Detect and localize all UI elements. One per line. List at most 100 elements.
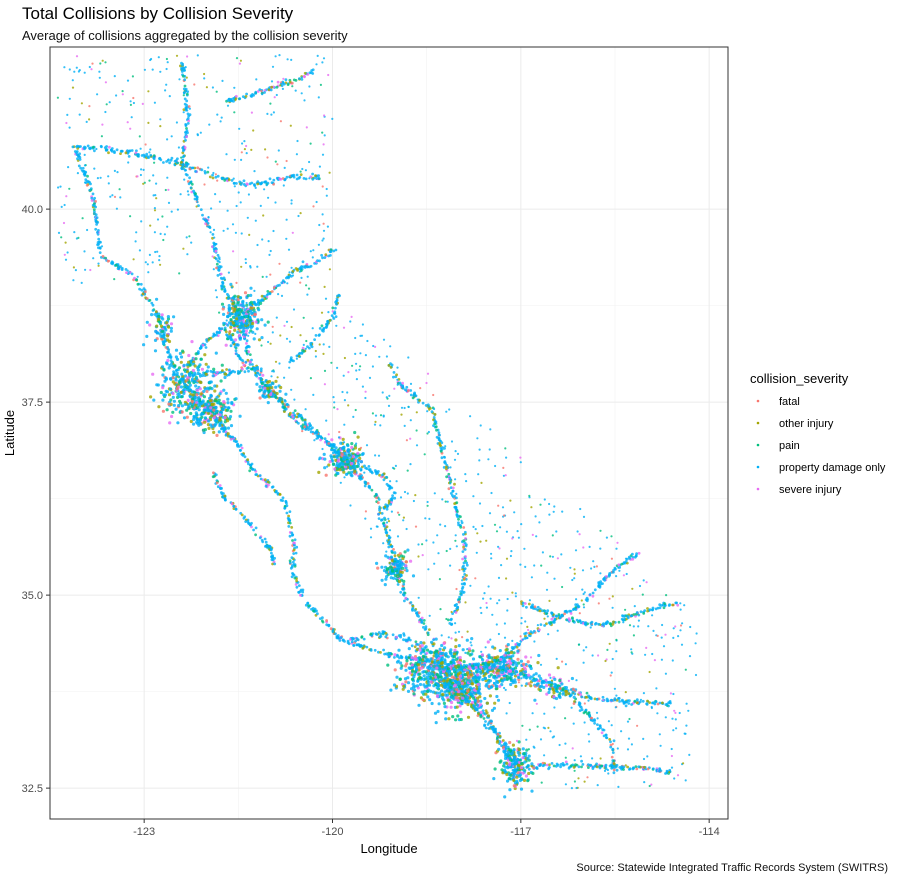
collision-point — [419, 641, 423, 645]
collision-point — [424, 692, 428, 696]
collision-point — [303, 425, 307, 429]
collision-point — [424, 670, 428, 674]
collision-point — [301, 423, 305, 427]
collision-point — [182, 108, 186, 111]
collision-point — [463, 530, 467, 534]
collision-point — [138, 287, 142, 291]
collision-point — [637, 613, 641, 617]
collision-point — [417, 666, 421, 670]
collision-point — [198, 421, 202, 425]
collision-point — [91, 192, 95, 196]
collision-point — [89, 182, 92, 186]
collision-point — [478, 703, 482, 707]
collision-point — [574, 763, 577, 766]
collision-point — [535, 767, 539, 770]
collision-point — [598, 766, 602, 770]
collision-point — [539, 623, 543, 626]
collision-point — [433, 661, 437, 665]
collision-point — [291, 560, 295, 564]
collision-point — [460, 587, 464, 590]
collision-point — [145, 152, 149, 156]
collision-point — [350, 474, 354, 478]
collision-point — [98, 251, 102, 255]
collision-point — [281, 177, 285, 180]
collision-point — [435, 435, 439, 439]
collision-point — [183, 97, 187, 101]
collision-point — [642, 612, 646, 615]
collision-point — [295, 415, 298, 419]
collision-point — [187, 404, 191, 408]
collision-point — [204, 372, 208, 376]
collision-point — [310, 69, 314, 72]
collision-point — [463, 548, 467, 551]
collision-point — [183, 146, 187, 149]
collision-point — [456, 698, 460, 703]
collision-point — [422, 626, 425, 629]
collision-point — [433, 678, 437, 682]
collision-point — [507, 777, 512, 781]
collision-point — [575, 618, 579, 622]
collision-point — [212, 332, 216, 336]
collision-point — [202, 395, 206, 399]
collision-point — [400, 656, 404, 660]
collision-point — [444, 711, 448, 715]
collision-point — [235, 440, 239, 443]
collision-point — [439, 683, 443, 687]
collision-point — [648, 608, 652, 611]
collision-point — [300, 352, 304, 355]
collision-point — [393, 496, 397, 500]
collision-point — [526, 779, 530, 783]
collision-point — [521, 771, 525, 775]
collision-point — [264, 484, 268, 488]
collision-point — [86, 174, 89, 178]
collision-point — [436, 682, 440, 686]
collision-point — [588, 593, 592, 596]
collision-point — [227, 178, 231, 182]
collision-point — [402, 638, 405, 642]
collision-point — [564, 609, 568, 613]
collision-point — [301, 348, 304, 352]
collision-point — [465, 561, 468, 565]
collision-point — [203, 416, 207, 420]
collision-point — [521, 604, 525, 608]
collision-point — [292, 411, 295, 415]
collision-point — [297, 176, 301, 180]
collision-point — [208, 175, 212, 179]
collision-point — [172, 403, 176, 407]
collision-point — [145, 297, 149, 300]
collision-point — [495, 740, 499, 744]
collision-point — [363, 481, 367, 485]
collision-point — [365, 645, 369, 649]
collision-point — [249, 325, 253, 330]
data-points — [56, 54, 698, 799]
collision-point — [545, 763, 549, 767]
collision-point — [411, 607, 414, 611]
collision-point — [635, 767, 639, 771]
collision-point — [224, 391, 228, 395]
collision-point — [355, 637, 359, 640]
collision-point — [270, 551, 273, 555]
collision-point — [519, 766, 524, 770]
collision-point — [426, 631, 430, 635]
collision-point — [654, 700, 658, 704]
collision-point — [290, 531, 294, 535]
collision-point — [406, 689, 411, 694]
collision-point — [622, 768, 625, 771]
collision-point — [446, 655, 450, 659]
collision-point — [251, 321, 255, 326]
collision-point — [183, 102, 187, 106]
collision-point — [639, 610, 643, 614]
collision-point — [449, 660, 453, 664]
collision-point — [183, 402, 187, 406]
collision-point — [591, 591, 595, 595]
collision-point — [609, 745, 613, 749]
collision-point — [292, 552, 296, 555]
collision-point — [224, 330, 228, 334]
collision-point — [442, 641, 446, 646]
collision-point — [334, 632, 337, 636]
collision-point — [263, 537, 267, 541]
collision-point — [374, 632, 378, 636]
collision-point — [185, 415, 189, 419]
collision-point — [195, 417, 199, 421]
collision-point — [491, 727, 494, 731]
